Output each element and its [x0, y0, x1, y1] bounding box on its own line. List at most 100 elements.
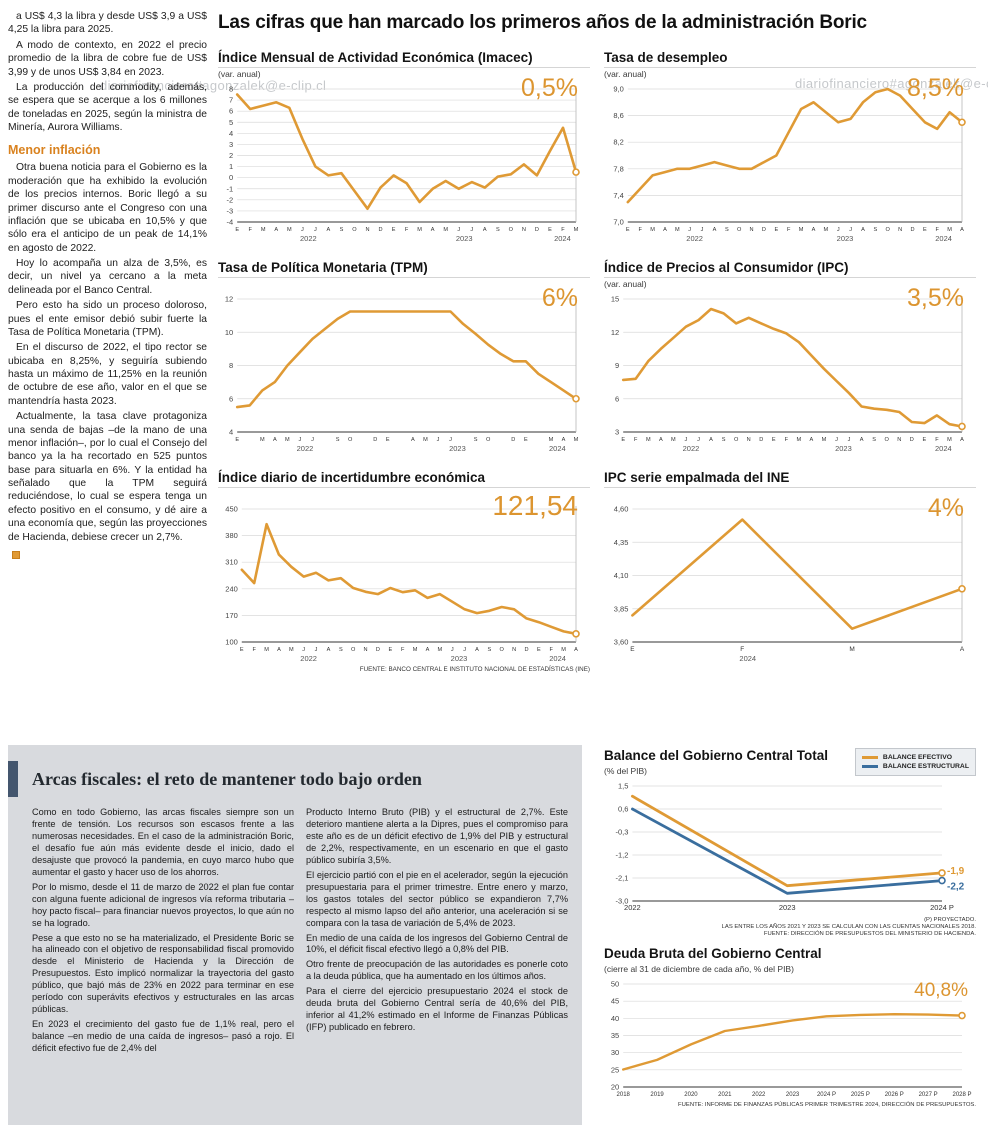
svg-text:M: M — [947, 437, 952, 443]
chart-ipc-block: Índice de Precios al Consumidor (IPC) (v… — [604, 260, 976, 456]
chart-subtitle — [218, 279, 590, 290]
svg-text:2026 P: 2026 P — [885, 1092, 904, 1098]
paragraph: A modo de contexto, en 2022 el precio pr… — [8, 39, 207, 78]
chart-desempleo-block: Tasa de desempleo (var. anual) 8,5% 9,0 8… — [604, 50, 976, 246]
svg-text:J: J — [451, 647, 454, 653]
svg-text:O: O — [885, 437, 890, 443]
svg-text:S: S — [496, 227, 500, 233]
svg-text:2027 P: 2027 P — [919, 1092, 938, 1098]
svg-text:2024: 2024 — [554, 234, 571, 243]
chart-tpm-block: Tasa de Política Monetaria (TPM) 6% 12 10… — [218, 260, 590, 456]
paragraph: Producto Interno Bruto (PIB) y el estruc… — [306, 807, 568, 865]
chart-title: Tasa de desempleo — [604, 50, 976, 68]
svg-text:J: J — [688, 227, 691, 233]
chart-value-label: 4% — [927, 494, 964, 522]
chart-ipc-empalmada-block: IPC serie empalmada del INE 4% 4,60 4,35 4… — [604, 470, 976, 666]
svg-text:J: J — [449, 437, 452, 443]
svg-text:M: M — [799, 227, 804, 233]
svg-text:4: 4 — [229, 428, 233, 437]
paragraph: a US$ 4,3 la libra y desde US$ 3,9 a US$… — [8, 11, 207, 36]
paragraph: Pero esto ha sido un proceso doloroso, p… — [8, 300, 207, 338]
balance-notes: (P) PROYECTADO. LAS ENTRE LOS AÑOS 2021 Y… — [604, 917, 976, 938]
svg-text:M: M — [822, 437, 827, 443]
legend-item-efectivo: BALANCE EFECTIVO — [861, 754, 969, 761]
svg-text:O: O — [737, 227, 742, 233]
svg-text:2023: 2023 — [449, 444, 466, 453]
svg-text:F: F — [787, 227, 791, 233]
article-end-marker-icon — [12, 550, 20, 559]
svg-text:J: J — [314, 227, 317, 233]
svg-text:A: A — [483, 227, 487, 233]
svg-text:M: M — [824, 227, 829, 233]
svg-text:A: A — [709, 437, 713, 443]
svg-text:A: A — [960, 227, 964, 233]
svg-text:N: N — [898, 227, 902, 233]
svg-text:15: 15 — [611, 295, 619, 304]
svg-text:M: M — [443, 227, 448, 233]
svg-text:A: A — [426, 647, 430, 653]
svg-text:2024: 2024 — [935, 234, 952, 243]
svg-text:M: M — [561, 647, 566, 653]
svg-text:2022: 2022 — [752, 1092, 766, 1098]
svg-text:A: A — [431, 227, 435, 233]
svg-text:M: M — [797, 437, 802, 443]
chart-subtitle: (var. anual) — [604, 279, 647, 289]
svg-text:12: 12 — [225, 295, 233, 304]
svg-text:D: D — [376, 647, 380, 653]
svg-text:8: 8 — [229, 361, 233, 370]
svg-text:E: E — [922, 437, 926, 443]
svg-text:J: J — [315, 647, 318, 653]
svg-text:6: 6 — [615, 394, 619, 403]
svg-text:2024: 2024 — [549, 654, 566, 663]
svg-text:E: E — [240, 647, 244, 653]
svg-text:-1: -1 — [227, 184, 234, 193]
svg-text:A: A — [273, 437, 277, 443]
svg-text:M: M — [423, 437, 428, 443]
paragraph: Como en todo Gobierno, las arcas fiscale… — [32, 807, 294, 877]
svg-text:9: 9 — [615, 361, 619, 370]
article-intro: a US$ 4,3 la libra y desde US$ 3,9 a US$… — [8, 10, 207, 134]
svg-text:A: A — [861, 227, 865, 233]
chart-incertidumbre-block: Índice diario de incertidumbre económica… — [218, 470, 590, 666]
svg-text:A: A — [659, 437, 663, 443]
legend-label: BALANCE ESTRUCTURAL — [882, 763, 969, 770]
svg-text:O: O — [348, 437, 353, 443]
svg-text:-2: -2 — [227, 195, 234, 204]
svg-text:O: O — [734, 437, 739, 443]
svg-text:A: A — [327, 227, 331, 233]
svg-text:100: 100 — [225, 638, 238, 647]
svg-text:D: D — [759, 437, 763, 443]
paragraph: Otra buena noticia para el Gobierno es l… — [8, 162, 207, 254]
svg-text:E: E — [392, 227, 396, 233]
svg-text:S: S — [873, 227, 877, 233]
svg-text:4: 4 — [229, 129, 233, 138]
svg-text:8: 8 — [229, 85, 233, 94]
svg-text:0: 0 — [229, 173, 233, 182]
svg-text:380: 380 — [225, 531, 238, 540]
svg-text:2023: 2023 — [837, 234, 854, 243]
svg-text:M: M — [417, 227, 422, 233]
svg-text:S: S — [872, 437, 876, 443]
svg-text:A: A — [277, 647, 281, 653]
svg-text:D: D — [373, 437, 377, 443]
svg-text:F: F — [740, 646, 744, 653]
chart-deuda-block: Deuda Bruta del Gobierno Central (cierre… — [604, 946, 976, 1103]
svg-text:2023: 2023 — [835, 444, 852, 453]
svg-text:5: 5 — [229, 118, 233, 127]
fiscal-column-2: Producto Interno Bruto (PIB) y el estruc… — [306, 807, 568, 1058]
svg-text:-1,2: -1,2 — [615, 851, 628, 860]
svg-text:4,10: 4,10 — [614, 571, 629, 580]
svg-text:J: J — [311, 437, 314, 443]
svg-text:F: F — [936, 227, 940, 233]
svg-text:M: M — [287, 227, 292, 233]
svg-text:A: A — [860, 437, 864, 443]
chart-imacec-block: Índice Mensual de Actividad Económica (I… — [218, 50, 590, 246]
chart-title: Balance del Gobierno Central Total — [604, 748, 829, 763]
chart-value-label: 40,8% — [914, 980, 968, 1001]
svg-text:J: J — [835, 437, 838, 443]
svg-text:A: A — [475, 647, 479, 653]
paragraph: En medio de una caída de los ingresos de… — [306, 932, 568, 955]
svg-text:-2,2: -2,2 — [947, 882, 965, 893]
